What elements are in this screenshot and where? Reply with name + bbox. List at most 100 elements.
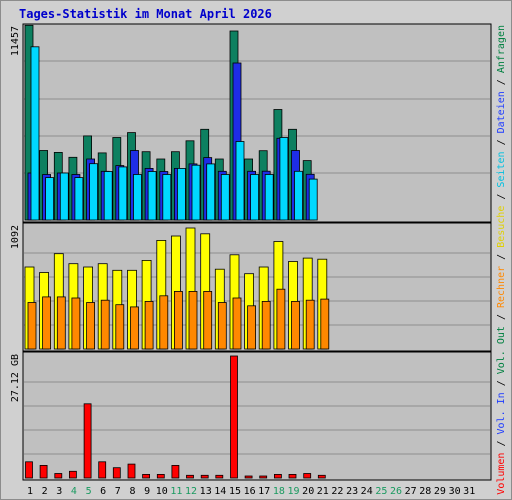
day-label-3: 3 (56, 486, 62, 497)
day-label-31: 31 (463, 486, 475, 497)
bar-seiten-day-3 (59, 172, 69, 221)
bar-seiten-day-10 (162, 174, 172, 221)
bar-volumen-day-11 (171, 464, 180, 479)
bar-volumen-day-18 (273, 473, 282, 479)
day-label-5: 5 (86, 486, 92, 497)
bar-seiten-day-1 (30, 46, 40, 221)
day-label-24: 24 (361, 486, 373, 497)
bar-volumen-day-7 (112, 467, 121, 479)
legend-entry: / (496, 434, 507, 452)
bar-rechner-day-20 (305, 299, 315, 350)
bar-seiten-day-8 (133, 174, 142, 221)
day-label-30: 30 (449, 486, 461, 497)
day-label-20: 20 (302, 486, 314, 497)
day-label-16: 16 (244, 486, 256, 497)
bar-seiten-day-4 (74, 177, 84, 221)
panel-visits-max-label: 1092 (10, 225, 21, 249)
bar-rechner-day-9 (144, 300, 154, 350)
bar-volumen-day-14 (215, 474, 224, 479)
day-label-14: 14 (214, 486, 226, 497)
bar-rechner-day-19 (291, 300, 300, 350)
bar-rechner-day-11 (173, 290, 183, 350)
legend-entry: / (496, 73, 507, 91)
bar-volumen-day-21 (317, 474, 326, 479)
bar-rechner-day-2 (42, 296, 51, 350)
day-label-4: 4 (71, 486, 77, 497)
legend-entry: / (496, 248, 507, 266)
bar-volumen-day-8 (127, 463, 136, 479)
day-label-23: 23 (346, 486, 358, 497)
day-label-22: 22 (331, 486, 343, 497)
day-label-1: 1 (27, 486, 33, 497)
bar-seiten-day-12 (191, 164, 201, 221)
legend-entry: / (496, 133, 507, 151)
day-label-28: 28 (419, 486, 431, 497)
bar-seiten-day-14 (220, 174, 230, 221)
bar-volumen-day-12 (186, 474, 194, 479)
bar-rechner-day-13 (203, 290, 213, 350)
day-label-27: 27 (405, 486, 417, 497)
bar-seiten-day-2 (45, 177, 54, 221)
panel-volume-box (22, 351, 492, 481)
legend-entry: / (496, 188, 507, 206)
bar-seiten-day-7 (118, 166, 128, 221)
bar-seiten-day-11 (176, 167, 186, 221)
legend: Volumen / Vol. In / Vol. Out / Rechner /… (496, 25, 507, 495)
day-label-9: 9 (144, 486, 150, 497)
day-label-18: 18 (273, 486, 285, 497)
bar-rechner-day-12 (188, 290, 198, 350)
legend-entry: Anfragen (496, 25, 507, 73)
day-label-29: 29 (434, 486, 446, 497)
bar-volumen-day-1 (25, 461, 33, 479)
legend-entry: Seiten (496, 151, 507, 187)
bar-volumen-day-16 (244, 475, 253, 479)
legend-entry: Besuche (496, 206, 507, 248)
day-label-8: 8 (129, 486, 135, 497)
bar-seiten-day-6 (103, 171, 113, 221)
day-label-25: 25 (375, 486, 387, 497)
bar-rechner-day-17 (261, 300, 271, 350)
day-label-19: 19 (287, 486, 299, 497)
bar-seiten-day-15 (235, 141, 245, 221)
bar-rechner-day-6 (100, 299, 110, 350)
legend-entry: Vol. In (496, 392, 507, 434)
legend-entry: / (496, 374, 507, 392)
bar-volumen-day-6 (98, 461, 107, 479)
day-label-21: 21 (317, 486, 329, 497)
day-label-10: 10 (156, 486, 168, 497)
bar-rechner-day-3 (56, 296, 66, 350)
day-label-26: 26 (390, 486, 402, 497)
bar-seiten-day-19 (294, 170, 303, 221)
bar-rechner-day-8 (130, 306, 139, 350)
panel-volume-max-label: 27.12 GB (10, 354, 21, 402)
bar-rechner-day-21 (320, 298, 330, 350)
bar-rechner-day-14 (217, 302, 227, 350)
bar-volumen-day-15 (230, 355, 238, 479)
day-label-2: 2 (42, 486, 48, 497)
bar-volumen-day-19 (288, 473, 297, 479)
day-label-13: 13 (200, 486, 212, 497)
legend-entry: Dateien (496, 91, 507, 133)
bar-rechner-day-10 (159, 295, 169, 350)
bar-rechner-day-18 (276, 288, 286, 350)
bar-volumen-day-20 (303, 473, 312, 479)
day-label-7: 7 (115, 486, 121, 497)
bar-volumen-day-10 (156, 473, 165, 479)
bar-volumen-day-4 (69, 470, 77, 479)
bar-seiten-day-13 (206, 163, 216, 221)
bar-rechner-day-5 (86, 302, 95, 350)
bar-rechner-day-16 (247, 305, 257, 350)
legend-entry: Volumen (496, 453, 507, 495)
bar-seiten-day-20 (308, 178, 318, 221)
bar-rechner-day-15 (232, 297, 242, 350)
panel-requests-max-label: 11457 (10, 26, 21, 56)
bar-seiten-day-18 (279, 137, 289, 221)
day-label-12: 12 (185, 486, 197, 497)
legend-entry: Rechner (496, 266, 507, 308)
bar-seiten-day-9 (147, 171, 157, 221)
bar-volumen-day-5 (83, 403, 92, 479)
day-label-6: 6 (100, 486, 106, 497)
bar-volumen-day-2 (39, 464, 48, 479)
